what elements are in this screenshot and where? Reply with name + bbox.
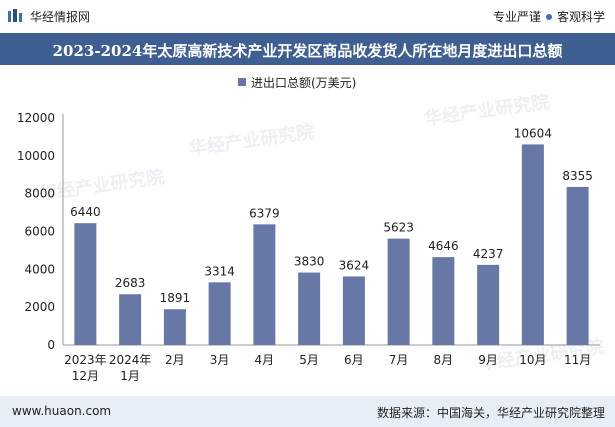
watermark-text-0: 华经产业研究院 xyxy=(188,121,316,160)
tagline-right: 客观科学 xyxy=(556,10,605,24)
data-label: 10604 xyxy=(514,126,552,140)
x-tick-label: 3月 xyxy=(210,353,230,367)
logo-icon xyxy=(8,9,22,22)
bar-chart: 华经产业研究院华经产业研究院华经产业研究院华经产业研究院进出口总额(万美元)02… xyxy=(17,76,606,383)
data-label: 8355 xyxy=(562,169,593,183)
website-link[interactable]: www.huaon.com xyxy=(12,404,112,418)
x-tick-label-line2: 12月 xyxy=(72,369,99,383)
bar xyxy=(253,224,276,345)
bar xyxy=(387,238,410,345)
x-tick-label: 9月 xyxy=(478,353,498,367)
brand-name: 华经情报网 xyxy=(30,10,91,24)
bar xyxy=(521,144,544,345)
y-tick-label: 10000 xyxy=(17,149,55,163)
y-tick-label: 6000 xyxy=(24,225,55,239)
data-label: 3624 xyxy=(339,258,370,272)
x-tick-label: 7月 xyxy=(389,353,409,367)
bar xyxy=(566,186,589,345)
bar xyxy=(74,223,97,345)
bar xyxy=(119,294,142,345)
bar xyxy=(208,282,231,345)
dot-separator-icon xyxy=(545,14,552,20)
tagline-left: 专业严谨 xyxy=(492,10,541,24)
legend-swatch xyxy=(238,78,246,86)
y-tick-label: 8000 xyxy=(24,187,55,201)
x-tick-label: 2024年 xyxy=(109,353,152,367)
bar xyxy=(163,309,186,345)
data-label: 2683 xyxy=(115,276,146,290)
bar xyxy=(342,276,365,345)
x-tick-label: 2月 xyxy=(165,353,185,367)
data-label: 3314 xyxy=(204,264,235,278)
x-tick-label: 10月 xyxy=(519,353,546,367)
bar xyxy=(477,264,500,345)
footer-bar: www.huaon.com 数据来源：中国海关，华经产业研究院整理 xyxy=(0,396,615,427)
legend-label: 进出口总额(万美元) xyxy=(251,76,356,90)
data-label: 6440 xyxy=(70,205,101,219)
x-tick-label: 2023年 xyxy=(64,353,107,367)
data-label: 6379 xyxy=(249,206,280,220)
x-tick-label: 4月 xyxy=(255,353,275,367)
x-tick-label-line2: 1月 xyxy=(120,369,140,383)
y-tick-label: 4000 xyxy=(24,262,55,276)
page-title: 2023-2024年太原高新技术产业开发区商品收发货人所在地月度进出口总额 xyxy=(52,42,563,60)
bar xyxy=(432,257,455,345)
x-tick-label: 8月 xyxy=(434,353,454,367)
data-label: 1891 xyxy=(160,291,191,305)
tagline: 专业严谨 客观科学 xyxy=(493,8,605,25)
bar xyxy=(298,272,321,345)
x-tick-label: 6月 xyxy=(344,353,364,367)
x-tick-label: 11月 xyxy=(564,353,591,367)
y-tick-label: 0 xyxy=(47,338,55,352)
watermark-text-3: 华经产业研究院 xyxy=(38,166,166,205)
data-label: 4237 xyxy=(473,247,504,261)
data-label: 4646 xyxy=(428,239,459,253)
y-tick-label: 12000 xyxy=(17,111,55,125)
data-label: 5623 xyxy=(383,221,414,235)
top-bar: 华经情报网 专业严谨 客观科学 xyxy=(0,0,615,32)
data-source: 数据来源：中国海关，华经产业研究院整理 xyxy=(376,406,605,420)
title-bar: 2023-2024年太原高新技术产业开发区商品收发货人所在地月度进出口总额 xyxy=(0,33,615,65)
x-tick-label: 5月 xyxy=(299,353,319,367)
y-tick-label: 2000 xyxy=(24,300,55,314)
watermark-text-1: 华经产业研究院 xyxy=(423,91,551,130)
data-label: 3830 xyxy=(294,255,325,269)
